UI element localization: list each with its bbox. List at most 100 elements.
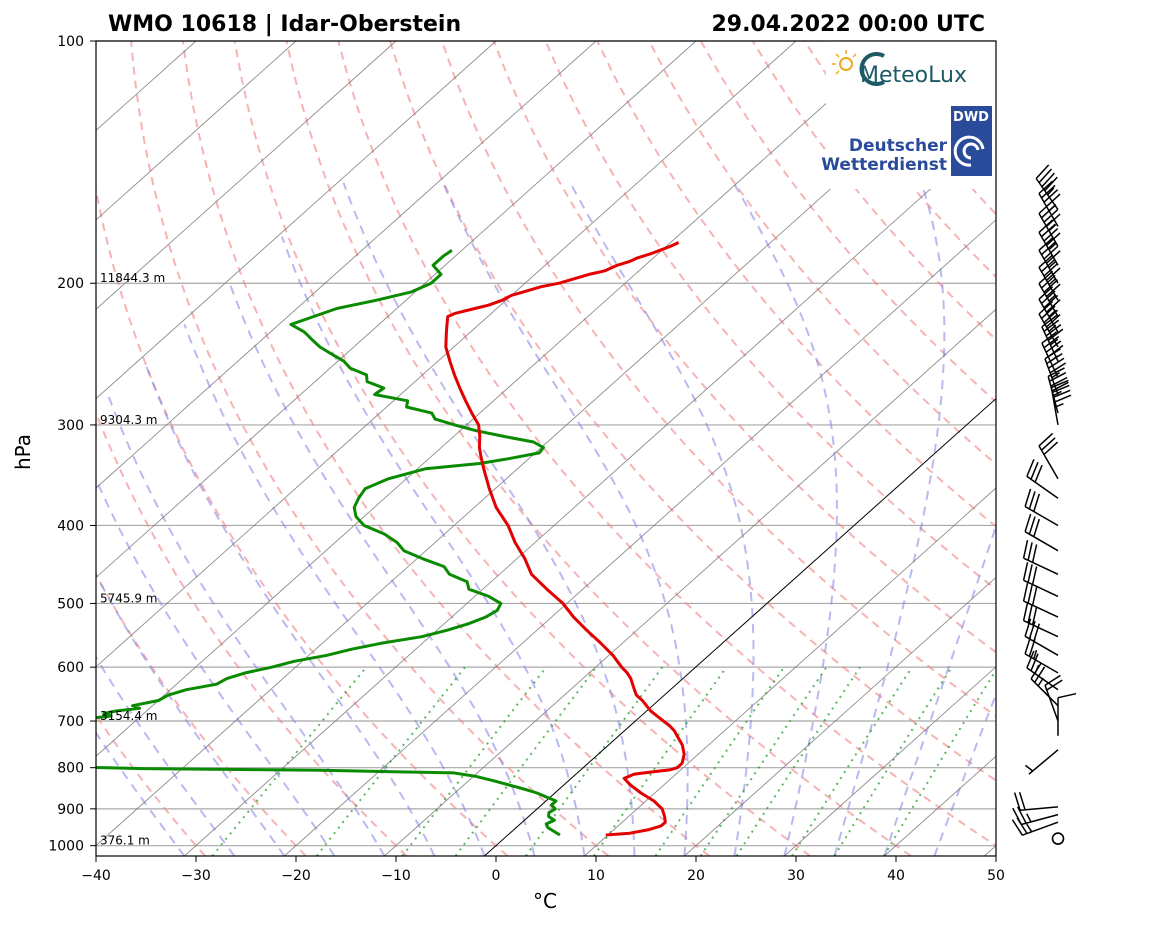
dry-adiabat-line <box>96 410 408 856</box>
isotherm-line <box>96 41 697 579</box>
dwd-badge-label: DWD <box>953 110 989 125</box>
y-tick-label: 1000 <box>48 839 84 855</box>
zero-isotherm-line <box>484 397 996 856</box>
isotherm-line <box>96 41 497 400</box>
moist-adiabat-line <box>143 360 436 856</box>
wind-barb <box>1038 286 1061 333</box>
meteolux-swirl-icon <box>859 52 885 86</box>
temperature-profile-line <box>444 241 686 837</box>
mixing-ratio-lines <box>211 666 996 856</box>
wind-barb <box>1011 817 1059 836</box>
wind-barb <box>1024 488 1059 527</box>
mixing-ratio-line <box>654 666 785 856</box>
x-tick-label: −30 <box>181 868 211 884</box>
y-tick-label: 700 <box>57 714 84 730</box>
dry-adiabat-line <box>1012 41 1160 856</box>
moist-adiabat-line <box>96 731 186 856</box>
x-tick-label: 10 <box>587 868 605 884</box>
chart-title-time: 29.04.2022 00:00 UTC <box>711 12 985 37</box>
wind-barb <box>1041 331 1064 378</box>
wind-barb <box>1038 301 1061 348</box>
moist-adiabat-line <box>280 236 586 856</box>
wind-barb <box>1022 582 1059 618</box>
x-tick-label: 50 <box>987 868 1005 884</box>
y-tick-label: 400 <box>57 518 84 534</box>
pressure-gridlines <box>96 40 996 847</box>
mixing-ratio-line <box>791 666 913 856</box>
wind-barb <box>1041 314 1064 362</box>
mixing-ratio-line <box>211 666 368 856</box>
y-tick-label: 600 <box>57 660 84 676</box>
moist-adiabat-line <box>441 182 689 856</box>
calm-wind-circle <box>1051 832 1065 845</box>
meteolux-logo: MeteoLux <box>832 50 967 88</box>
isotherm-line <box>584 487 996 856</box>
dry-adiabat-line <box>285 41 912 856</box>
moist-adiabat-line <box>96 476 336 856</box>
wind-barb <box>1024 749 1059 775</box>
x-tick-label: −10 <box>381 868 411 884</box>
moist-adiabat-line <box>883 522 996 856</box>
y-tick-label: 300 <box>57 418 84 434</box>
dwd-spiral-icon <box>953 135 985 167</box>
wind-barb <box>1038 270 1061 317</box>
moist-adiabat-line <box>732 182 838 856</box>
x-axis: −40 −30 −20 −10 0 10 20 30 40 50 <box>81 856 1005 884</box>
wind-barb <box>1026 459 1059 499</box>
isotherm-line <box>96 41 797 668</box>
dry-adiabat-line <box>181 41 710 856</box>
wind-barb <box>1022 540 1059 575</box>
x-tick-label: 30 <box>787 868 805 884</box>
wind-barb <box>1038 180 1061 227</box>
wind-barb <box>1022 602 1059 638</box>
moist-adiabat-line <box>569 182 755 856</box>
dry-adiabat-line <box>440 41 996 718</box>
wind-barb <box>1024 636 1059 674</box>
meteolux-wordmark: MeteoLux <box>860 63 967 88</box>
wind-barb <box>1030 662 1059 707</box>
height-labels: 11844.3 m 9304.3 m 5745.9 m 3154.4 m 376.1 m <box>100 271 165 847</box>
isotherm-line <box>784 666 996 856</box>
sun-icon <box>839 57 853 71</box>
logos: MeteoLux DWD Deutscher Wetterdienst <box>821 41 996 189</box>
isotherm-line <box>984 845 996 856</box>
zero-isotherm <box>484 397 996 856</box>
mixing-ratio-line <box>883 668 996 856</box>
moist-adiabat-line <box>96 572 286 856</box>
height-label: 9304.3 m <box>100 413 158 427</box>
height-label: 5745.9 m <box>100 591 158 605</box>
wind-barb <box>1022 562 1059 598</box>
isotherm-line <box>96 41 897 757</box>
wind-barb <box>1044 674 1063 722</box>
x-tick-label: −20 <box>281 868 311 884</box>
dwd-name-line1: Deutscher <box>849 136 948 156</box>
mixing-ratio-line <box>833 666 953 856</box>
moist-adiabat-line <box>833 182 946 856</box>
moist-adiabats <box>96 182 996 856</box>
moist-adiabat-line <box>342 182 636 856</box>
isotherm-line <box>96 41 297 221</box>
y-tick-label: 200 <box>57 276 84 292</box>
y-tick-label: 500 <box>57 596 84 612</box>
isotherm-line <box>684 576 996 856</box>
wind-barb <box>1038 200 1061 247</box>
height-label: 3154.4 m <box>100 709 158 723</box>
dry-adiabat-line <box>389 41 996 782</box>
moist-adiabat-line <box>183 324 486 856</box>
wind-barb <box>1013 791 1059 811</box>
moist-adiabat-line <box>106 394 386 856</box>
y-tick-label: 900 <box>57 802 84 818</box>
x-tick-label: 40 <box>887 868 905 884</box>
dry-adiabat-line <box>130 41 610 856</box>
moist-adiabat-line <box>228 282 536 856</box>
dry-adiabat-line <box>96 572 307 856</box>
dwd-logo: DWD Deutscher Wetterdienst <box>821 106 992 176</box>
wind-barb <box>1050 379 1072 426</box>
dwd-name-line2: Wetterdienst <box>821 155 947 175</box>
isotherm-line <box>96 41 597 489</box>
x-tick-label: 20 <box>687 868 705 884</box>
isotherm-line <box>284 219 996 856</box>
wind-barb <box>1038 432 1059 480</box>
wind-barb <box>1035 164 1059 211</box>
